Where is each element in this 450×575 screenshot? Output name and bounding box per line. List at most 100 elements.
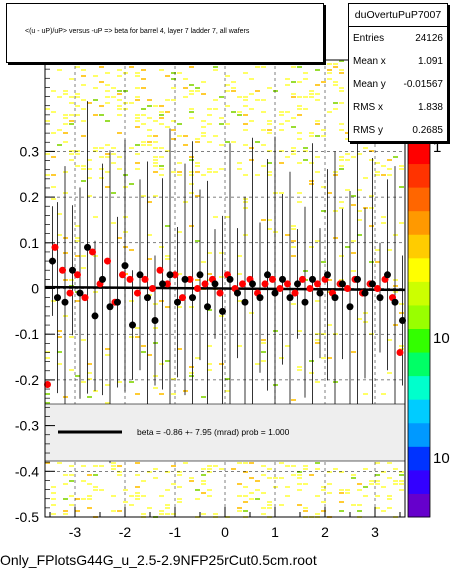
stats-label: RMS x: [353, 102, 383, 113]
occupancy-cell: [75, 225, 80, 227]
occupancy-cell: [399, 168, 404, 170]
occupancy-cell: [123, 102, 128, 104]
occupancy-cell: [207, 114, 212, 116]
black-data-point: [309, 275, 316, 283]
occupancy-cell: [309, 474, 314, 476]
occupancy-cell: [81, 168, 86, 170]
occupancy-cell: [135, 114, 140, 116]
occupancy-cell: [279, 477, 284, 479]
occupancy-cell: [267, 123, 272, 125]
red-data-point: [284, 280, 291, 288]
occupancy-cell: [165, 99, 170, 101]
occupancy-cell: [213, 108, 218, 110]
occupancy-cell: [63, 117, 68, 119]
black-data-point: [316, 289, 324, 297]
occupancy-cell: [291, 150, 296, 152]
occupancy-cell: [285, 234, 290, 236]
occupancy-cell: [201, 120, 206, 122]
occupancy-cell: [255, 66, 260, 68]
occupancy-cell: [285, 486, 290, 488]
occupancy-cell: [189, 306, 194, 308]
occupancy-cell: [309, 132, 314, 134]
occupancy-cell: [399, 348, 404, 350]
occupancy-cell: [243, 105, 248, 107]
occupancy-cell: [63, 90, 68, 92]
occupancy-cell: [63, 474, 68, 476]
occupancy-cell: [141, 87, 146, 89]
occupancy-cell: [249, 477, 254, 479]
stats-value: -0.01567: [403, 79, 443, 90]
occupancy-cell: [345, 138, 350, 140]
black-data-point: [151, 316, 159, 324]
black-data-point: [166, 271, 174, 279]
black-data-point: [189, 294, 196, 302]
occupancy-cell: [69, 279, 74, 281]
occupancy-cell: [387, 477, 392, 479]
occupancy-cell: [351, 270, 356, 272]
occupancy-cell: [171, 72, 176, 74]
occupancy-cell: [291, 399, 296, 401]
occupancy-cell: [117, 156, 122, 158]
occupancy-cell: [345, 132, 350, 134]
occupancy-cell: [123, 90, 128, 92]
occupancy-cell: [393, 483, 398, 485]
red-data-point: [291, 289, 299, 297]
occupancy-cell: [333, 81, 338, 83]
occupancy-cell: [315, 381, 320, 383]
occupancy-cell: [351, 240, 356, 242]
occupancy-cell: [267, 132, 272, 134]
occupancy-cell: [195, 141, 200, 143]
occupancy-cell: [237, 63, 242, 65]
occupancy-cell: [303, 78, 308, 80]
occupancy-cell: [69, 369, 74, 371]
occupancy-cell: [345, 492, 350, 494]
occupancy-cell: [87, 177, 92, 179]
occupancy-cell: [129, 504, 134, 506]
occupancy-cell: [339, 156, 344, 158]
occupancy-cell: [255, 141, 260, 143]
occupancy-cell: [375, 495, 380, 497]
occupancy-cell: [105, 186, 110, 188]
occupancy-cell: [327, 357, 332, 359]
occupancy-cell: [381, 222, 386, 224]
palette-segment: [408, 234, 430, 259]
occupancy-cell: [303, 483, 308, 485]
occupancy-cell: [291, 303, 296, 305]
y-tick-label: -0.5: [15, 509, 39, 525]
occupancy-cell: [93, 114, 98, 116]
occupancy-cell: [177, 306, 182, 308]
occupancy-cell: [117, 108, 122, 110]
occupancy-cell: [105, 120, 110, 122]
occupancy-cell: [207, 369, 212, 371]
occupancy-cell: [201, 261, 206, 263]
occupancy-cell: [327, 471, 332, 473]
occupancy-cell: [315, 93, 320, 95]
occupancy-cell: [207, 495, 212, 497]
occupancy-cell: [369, 195, 374, 197]
occupancy-cell: [261, 129, 266, 131]
occupancy-cell: [135, 474, 140, 476]
occupancy-cell: [111, 63, 116, 65]
palette-segment: [408, 281, 430, 306]
occupancy-cell: [189, 480, 194, 482]
occupancy-cell: [63, 510, 68, 512]
occupancy-cell: [303, 507, 308, 509]
x-tick-label: 1: [271, 524, 279, 540]
occupancy-cell: [99, 465, 104, 467]
red-data-point: [74, 271, 81, 279]
occupancy-cell: [327, 63, 332, 65]
occupancy-cell: [267, 150, 272, 152]
red-data-point: [261, 280, 269, 288]
occupancy-cell: [207, 471, 212, 473]
occupancy-cell: [87, 363, 92, 365]
occupancy-cell: [135, 99, 140, 101]
occupancy-cell: [213, 69, 218, 71]
black-data-point: [301, 298, 309, 306]
black-data-point: [121, 262, 129, 270]
occupancy-cell: [309, 135, 314, 137]
occupancy-cell: [279, 150, 284, 152]
occupancy-cell: [117, 510, 122, 512]
occupancy-cell: [291, 474, 296, 476]
occupancy-cell: [195, 279, 200, 281]
red-data-point: [306, 285, 314, 292]
